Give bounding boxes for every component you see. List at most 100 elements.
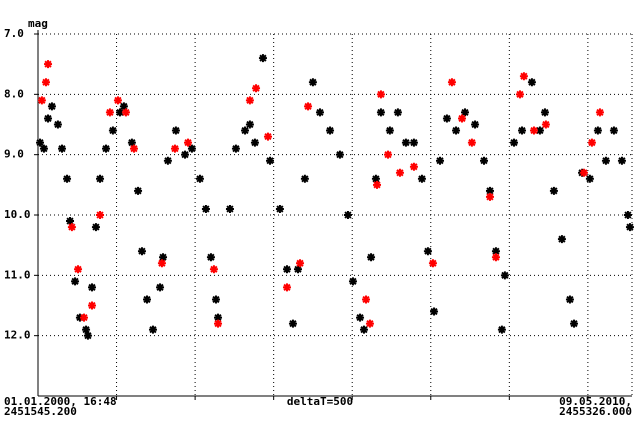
data-point [365,319,374,328]
data-point [288,319,297,328]
data-point [206,253,215,262]
data-point [66,217,75,226]
data-point [442,114,451,123]
data-point [184,138,193,147]
data-point [343,211,352,219]
data-point [595,108,604,117]
y-tick-label: 9.0 [4,148,24,161]
data-point [163,156,172,165]
data-point [500,271,509,280]
data-point [143,295,152,304]
data-point [371,174,380,183]
data-point [296,259,305,268]
data-point [367,253,376,262]
data-point [609,126,618,135]
data-point [617,156,626,165]
data-point [480,156,489,165]
data-point [67,223,76,232]
data-point [195,174,204,183]
data-point [41,78,50,87]
data-point [549,186,558,195]
data-point [362,295,371,304]
data-point [252,84,261,93]
data-point [263,132,272,141]
data-point [75,313,84,322]
data-point [156,283,165,292]
data-point [121,108,130,117]
data-point [113,96,122,105]
data-point [71,277,80,286]
data-point [359,325,368,334]
data-point [557,235,566,244]
data-point [585,174,594,183]
data-point [326,126,335,135]
x-end-date: 09.05.2010, [559,395,632,408]
data-point [579,168,588,177]
data-point [74,265,83,274]
data-point [497,325,506,334]
data-point [384,150,393,159]
data-point [535,126,544,135]
data-point [171,126,180,135]
data-point [467,138,476,147]
data-point [159,253,168,262]
data-point [376,108,385,117]
data-point [335,150,344,159]
data-point [44,114,53,123]
data-point [519,72,528,81]
x-start-jd: 2451545.200 [4,405,77,418]
y-tick-label: 10.0 [4,208,31,221]
data-point [515,90,524,99]
data-point [541,120,550,129]
data-point [39,144,48,153]
data-point [214,319,223,328]
data-point [423,247,432,256]
data-point [401,138,410,147]
data-point [485,192,494,201]
data-point [458,114,467,123]
data-point [53,120,62,129]
data-point [485,186,494,195]
data-point [211,295,220,304]
data-point [101,144,110,153]
data-point [373,180,382,189]
data-point [80,313,89,322]
data-point [491,253,500,262]
data-point [157,259,166,268]
data-point [393,108,402,117]
data-point [308,78,317,87]
data-point [436,156,445,165]
data-point [108,126,117,135]
data-point [428,259,437,268]
data-point [300,174,309,183]
data-point [88,283,97,292]
data-point [115,108,124,117]
data-point [58,144,67,153]
data-point [385,126,394,135]
x-end-jd: 2455326.000 [559,405,632,418]
data-point [348,277,357,286]
y-tick-label: 8.0 [4,87,24,100]
data-point [47,102,56,111]
data-point [37,96,46,105]
data-point [129,144,138,153]
data-point [231,144,240,153]
data-point [625,223,634,232]
data-point [187,144,196,153]
data-point [83,331,92,340]
data-point [282,265,291,274]
data-point [417,174,426,183]
data-point [201,204,210,213]
data-point [356,313,365,322]
data-point [82,325,91,334]
data-point [529,126,538,135]
y-tick-label: 12.0 [4,329,31,342]
data-point [518,126,527,135]
data-point [214,313,223,322]
data-point [282,283,291,292]
data-point [241,126,250,135]
data-point [225,204,234,213]
data-point [134,186,143,195]
data-point [209,265,218,274]
